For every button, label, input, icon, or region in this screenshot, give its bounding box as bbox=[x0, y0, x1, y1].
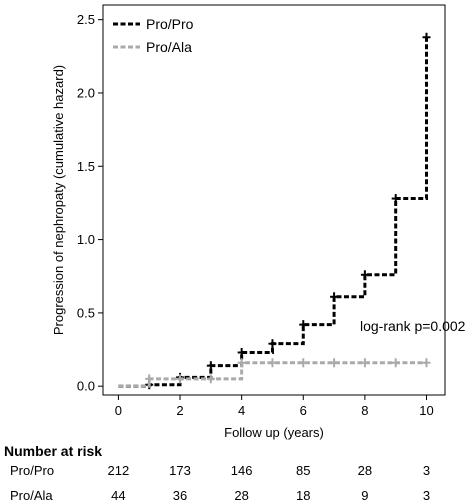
x-tick-label: 2 bbox=[176, 403, 183, 418]
y-tick-label: 0.5 bbox=[77, 305, 95, 320]
risk-value: 3 bbox=[423, 488, 430, 503]
series-pro-ala bbox=[118, 358, 431, 388]
legend-label: Pro/Ala bbox=[146, 39, 192, 55]
risk-value: 18 bbox=[296, 488, 310, 503]
x-tick-label: 10 bbox=[419, 403, 433, 418]
risk-value: 28 bbox=[234, 488, 248, 503]
series-layer bbox=[118, 32, 431, 390]
x-tick-label: 6 bbox=[300, 403, 307, 418]
risk-row-label: Pro/Pro bbox=[10, 463, 54, 478]
risk-table: Number at risk Pro/Pro 212 173 146 85 28 3 Pro/A… bbox=[4, 443, 430, 503]
risk-value: 9 bbox=[361, 488, 368, 503]
legend-label: Pro/Pro bbox=[146, 16, 194, 32]
risk-value: 85 bbox=[296, 463, 310, 478]
axes: 0 2 4 6 8 10 0.0 0.5 1.0 1.5 2.0 2.5 Follow up (year… bbox=[51, 4, 446, 440]
x-axis-title: Follow up (years) bbox=[224, 425, 324, 440]
risk-value: 44 bbox=[111, 488, 125, 503]
risk-value: 3 bbox=[423, 463, 430, 478]
risk-value: 173 bbox=[169, 463, 191, 478]
x-tick-label: 8 bbox=[361, 403, 368, 418]
plot-frame bbox=[102, 4, 446, 396]
risk-row-label: Pro/Ala bbox=[10, 488, 53, 503]
risk-value: 146 bbox=[231, 463, 253, 478]
risk-value: 28 bbox=[358, 463, 372, 478]
risk-value: 36 bbox=[173, 488, 187, 503]
y-tick-label: 1.5 bbox=[77, 159, 95, 174]
y-tick-label: 2.0 bbox=[77, 85, 95, 100]
log-rank-annotation: log-rank p=0.002 bbox=[360, 318, 466, 334]
legend: Pro/Pro Pro/Ala bbox=[113, 16, 194, 55]
risk-table-title: Number at risk bbox=[4, 443, 102, 459]
y-axis-title: Progression of nephropaty (cumulative ha… bbox=[51, 65, 66, 335]
x-tick-label: 4 bbox=[238, 403, 245, 418]
series-pro-pro bbox=[118, 32, 431, 390]
risk-value: 212 bbox=[108, 463, 130, 478]
y-tick-label: 2.5 bbox=[77, 12, 95, 27]
y-tick-label: 0.0 bbox=[77, 379, 95, 394]
x-tick-label: 0 bbox=[115, 403, 122, 418]
y-tick-label: 1.0 bbox=[77, 232, 95, 247]
